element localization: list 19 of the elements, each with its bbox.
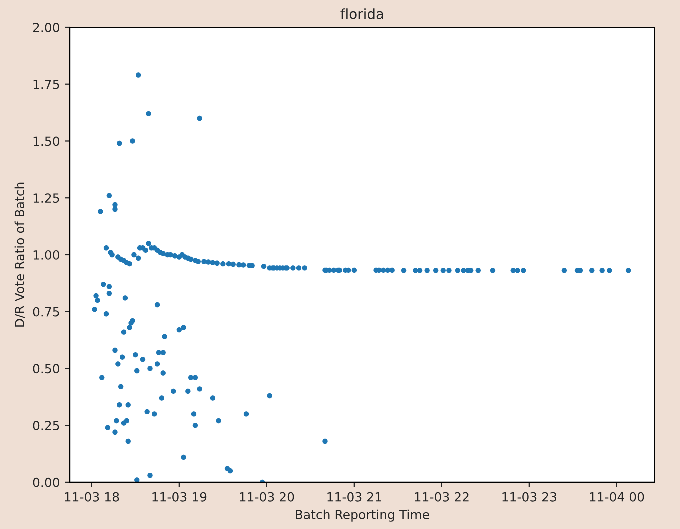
y-tick-label: 0.00 [33,478,60,488]
x-tick-label: 11-03 22 [415,492,469,502]
chart-title: florida [340,8,384,20]
y-tick-label: 0.50 [33,364,60,374]
x-tick-label: 11-03 20 [240,492,294,502]
x-axis-title: Batch Reporting Time [296,510,430,522]
y-tick-label: 0.75 [33,307,60,317]
x-tick-label: 11-03 23 [502,492,557,502]
y-axis-title: D/R Vote Ratio of Batch [14,182,26,327]
x-tick-label: 11-03 18 [65,492,120,502]
x-tick-label: 11-03 19 [152,492,207,502]
x-tick-label: 11-04 00 [590,492,644,502]
y-tick-label: 1.50 [34,136,60,146]
x-tick-label: 11-03 21 [328,492,382,502]
y-tick-label: 1.75 [34,80,60,90]
y-tick-label: 2.00 [33,22,60,32]
y-tick-label: 1.00 [34,250,60,260]
y-tick-label: 0.25 [33,421,60,431]
y-tick-label: 1.25 [34,194,60,204]
